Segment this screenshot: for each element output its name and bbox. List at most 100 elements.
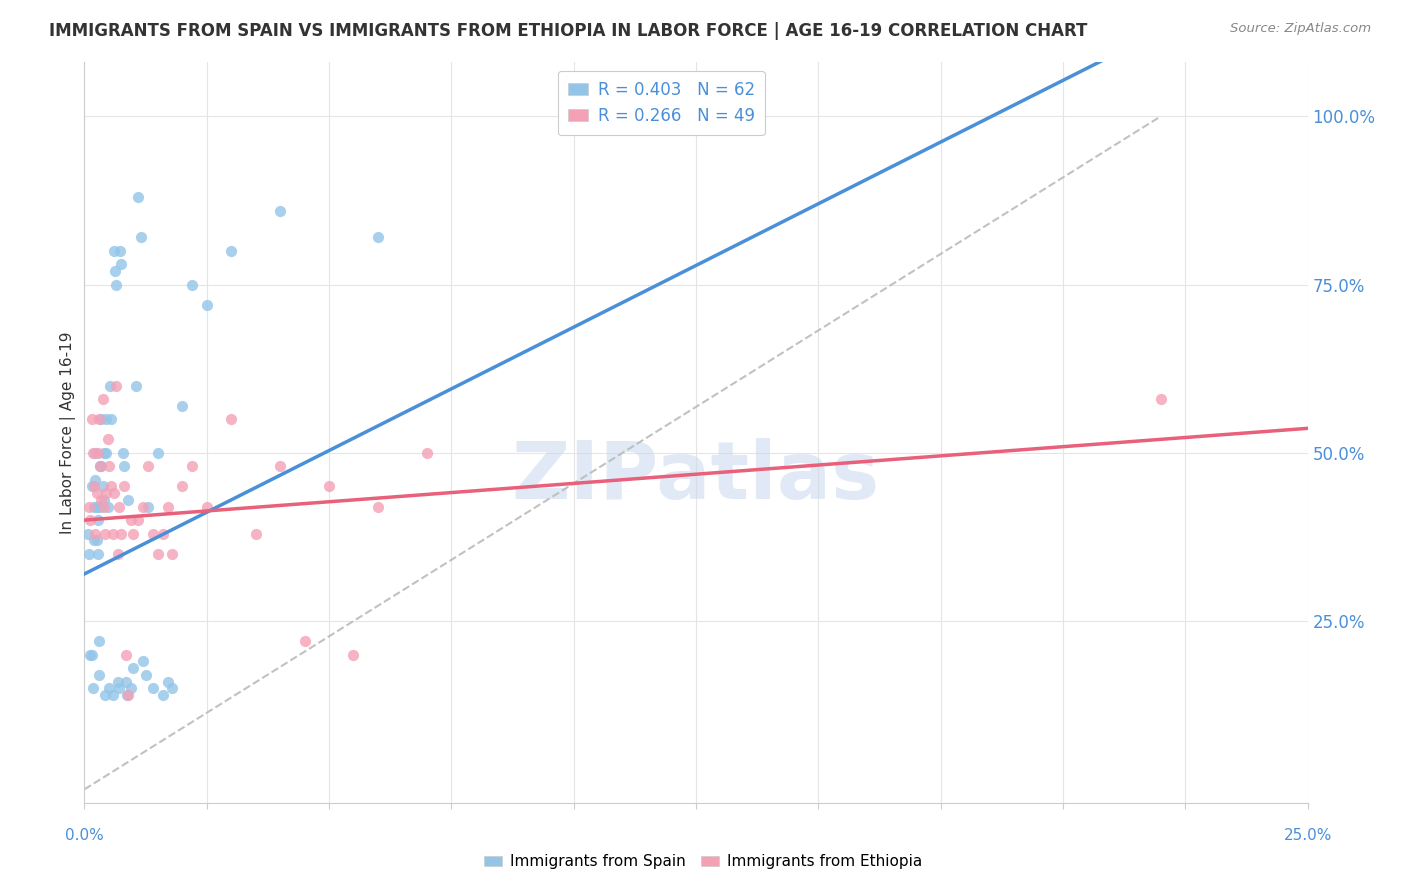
Point (84, 473, 107, 487)
Point (90, 412, 112, 426)
Point (112, 479, 135, 493)
Point (112, 459, 135, 474)
Point (146, 547, 169, 561)
Point (1150, 392, 1173, 406)
Point (136, 459, 159, 474)
Text: Source: ZipAtlas.com: Source: ZipAtlas.com (1230, 22, 1371, 36)
Point (98, 378, 121, 392)
Point (94, 526, 117, 541)
Point (87, 412, 110, 426)
Y-axis label: In Labor Force | Age 16-19: In Labor Force | Age 16-19 (60, 331, 76, 534)
Point (195, 298, 218, 312)
Point (152, 688, 174, 702)
Point (122, 526, 145, 541)
Point (416, 446, 439, 460)
Point (142, 526, 165, 541)
Point (105, 378, 128, 392)
Point (89, 500, 111, 514)
Point (117, 492, 139, 507)
Point (86, 500, 108, 514)
Point (146, 446, 169, 460)
Point (162, 547, 184, 561)
Point (77, 500, 100, 514)
Legend: Immigrants from Spain, Immigrants from Ethiopia: Immigrants from Spain, Immigrants from E… (478, 848, 928, 875)
Point (82, 681, 104, 696)
Point (107, 681, 129, 696)
Point (96, 412, 118, 426)
Point (342, 648, 364, 662)
Point (172, 399, 194, 413)
Point (129, 230, 152, 244)
Point (219, 244, 242, 258)
Point (103, 244, 125, 258)
Point (83, 533, 105, 548)
Point (97, 500, 120, 514)
Point (142, 681, 165, 696)
Point (90, 492, 112, 507)
Point (107, 674, 129, 689)
Point (104, 264, 127, 278)
Point (79, 648, 101, 662)
Point (115, 674, 138, 689)
Point (156, 500, 179, 514)
Point (86, 486, 108, 500)
Point (84, 446, 107, 460)
Point (80, 479, 103, 493)
Point (94, 688, 117, 702)
Point (245, 526, 267, 541)
Text: ZIPatlas: ZIPatlas (512, 438, 880, 516)
Point (90, 459, 112, 474)
Point (87, 446, 110, 460)
Point (97, 681, 120, 696)
Point (132, 500, 155, 514)
Point (162, 681, 184, 696)
Legend: R = 0.403   N = 62, R = 0.266   N = 49: R = 0.403 N = 62, R = 0.266 N = 49 (558, 70, 765, 135)
Point (100, 412, 122, 426)
Point (101, 688, 124, 702)
Point (87, 513, 110, 527)
Point (96, 486, 118, 500)
Point (181, 277, 204, 292)
Point (110, 257, 132, 271)
Point (97, 459, 120, 474)
Point (87, 547, 110, 561)
Point (91, 392, 114, 406)
Point (86, 533, 108, 548)
Point (87, 634, 110, 648)
Point (100, 479, 122, 493)
Point (269, 203, 291, 218)
Point (132, 655, 155, 669)
Point (80, 648, 103, 662)
Point (93, 500, 115, 514)
Point (125, 378, 148, 392)
Point (120, 513, 142, 527)
Point (89, 459, 111, 474)
Point (110, 526, 132, 541)
Point (96, 446, 118, 460)
Point (89, 459, 111, 474)
Point (97, 433, 120, 447)
Point (107, 500, 129, 514)
Point (83, 500, 105, 514)
Point (152, 526, 174, 541)
Point (127, 190, 149, 204)
Point (120, 681, 142, 696)
Point (117, 688, 139, 702)
Point (87, 668, 110, 682)
Point (367, 500, 389, 514)
Point (84, 526, 107, 541)
Point (269, 459, 291, 474)
Point (91, 479, 114, 493)
Point (195, 500, 218, 514)
Point (108, 244, 131, 258)
Point (103, 486, 125, 500)
Point (136, 500, 159, 514)
Point (135, 668, 157, 682)
Point (105, 277, 128, 292)
Point (156, 674, 179, 689)
Point (82, 446, 104, 460)
Point (367, 230, 389, 244)
Text: 25.0%: 25.0% (1284, 829, 1331, 843)
Point (77, 526, 100, 541)
Point (101, 526, 124, 541)
